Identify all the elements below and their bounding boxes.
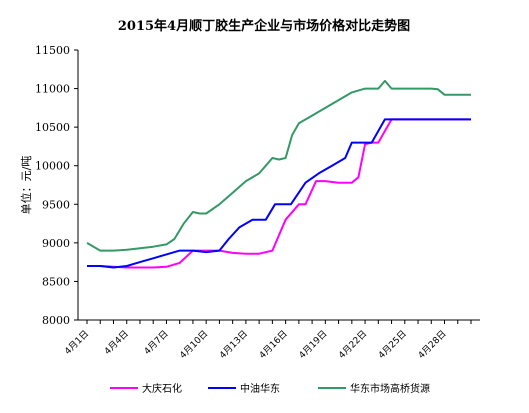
series-line-3 <box>86 79 471 252</box>
x-tick-label: 4月10日 <box>178 328 211 361</box>
y-tick-label: 10000 <box>35 160 70 173</box>
plot-area: 8000 8500 9000 9500 10000 10500 11000 11500 4月1日… <box>35 44 480 361</box>
x-tick-label: 4月16日 <box>257 328 290 361</box>
series-line-1 <box>87 118 471 269</box>
y-tick-label: 11000 <box>35 83 70 96</box>
y-tick-label: 9500 <box>42 198 70 211</box>
legend: 大庆石化 中油华东 华东市场高桥货源 <box>110 382 430 395</box>
y-axis-label: 单位：元/吨 <box>19 156 33 215</box>
x-tick-label: 4月25日 <box>376 328 409 361</box>
legend-label-1: 大庆石化 <box>142 382 182 395</box>
x-tick-label: 4月7日 <box>142 328 171 357</box>
x-tick-label: 4月13日 <box>217 328 250 361</box>
x-tick-label: 4月28日 <box>416 328 449 361</box>
legend-label-2: 中油华东 <box>240 382 280 395</box>
x-tick-label: 4月4日 <box>102 328 131 357</box>
y-tick-label: 9000 <box>42 237 70 250</box>
x-tick-label: 4月1日 <box>63 328 92 357</box>
chart-title: 2015年4月顺丁胶生产企业与市场价格对比走势图 <box>118 18 410 34</box>
y-tick-label: 8000 <box>42 314 70 327</box>
y-tick-label: 11500 <box>35 44 70 57</box>
y-tick-label: 8500 <box>42 275 70 288</box>
series-line-2 <box>87 118 471 269</box>
x-tick-label: 4月19日 <box>297 328 330 361</box>
x-tick-label: 4月22日 <box>337 328 370 361</box>
legend-label-3: 华东市场高桥货源 <box>350 382 430 395</box>
y-tick-label: 10500 <box>35 121 70 134</box>
